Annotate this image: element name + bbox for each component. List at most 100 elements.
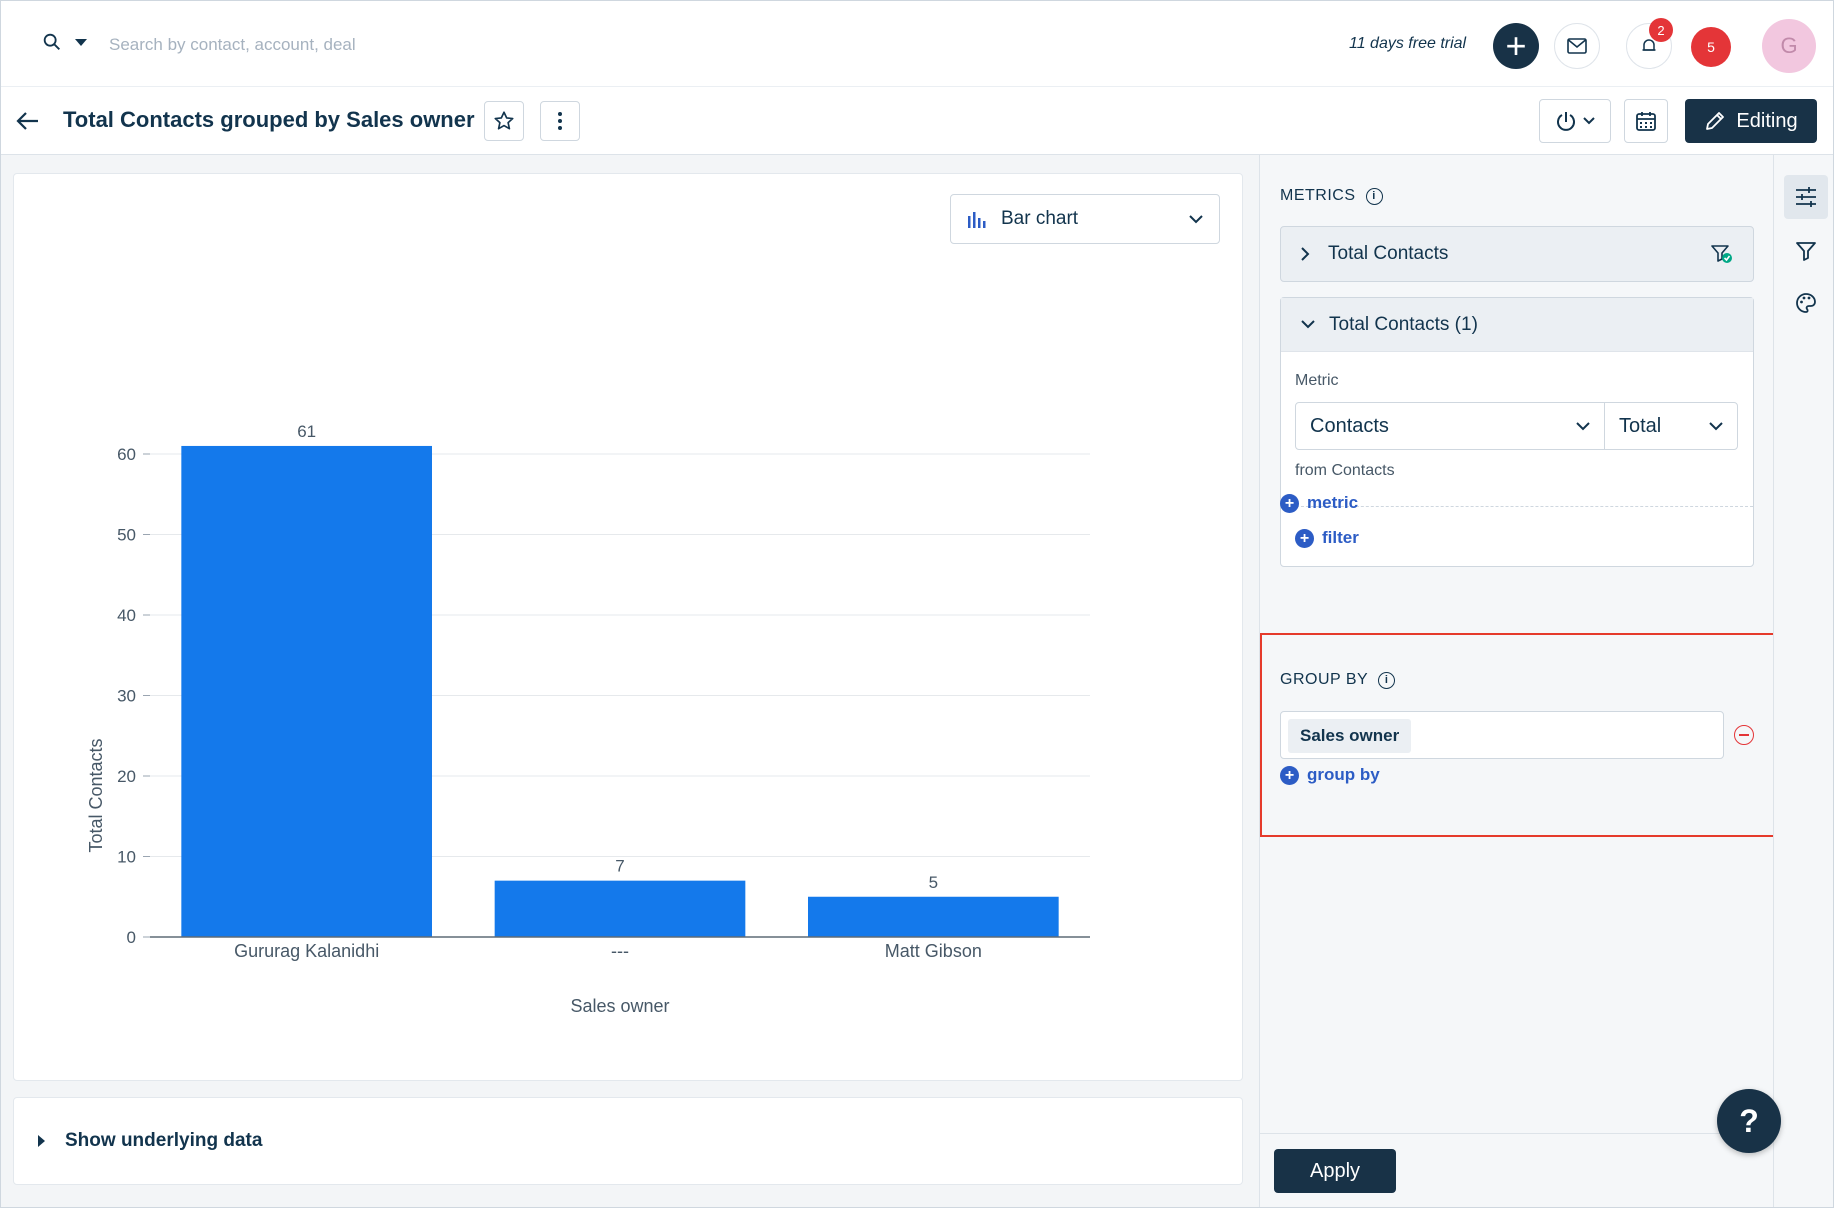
metric-card-header[interactable]: Total Contacts (1) <box>1281 298 1753 352</box>
bar <box>808 896 1059 937</box>
from-source-label: from Contacts <box>1295 462 1395 479</box>
top-bar: 11 days free trial + 2 5 G <box>1 1 1833 87</box>
chart-card: Bar chart 0 10 20 30 40 50 60 61 Gururag Kalanid… <box>13 173 1243 1081</box>
metric-object-select[interactable]: Contacts <box>1295 402 1605 450</box>
export-icon <box>1557 112 1575 131</box>
add-filter-link[interactable]: + filter <box>1295 528 1359 548</box>
pencil-icon <box>1706 112 1725 130</box>
plus-circle-icon: + <box>1280 765 1299 785</box>
metrics-section-label: METRICS i <box>1280 187 1383 205</box>
editing-label: Editing <box>1736 109 1798 132</box>
bar-chart-icon <box>968 212 986 228</box>
bell-icon <box>1642 39 1656 51</box>
metric-expanded-title: Total Contacts (1) <box>1329 313 1478 335</box>
date-range-button[interactable] <box>1624 99 1668 143</box>
search-icon[interactable] <box>41 31 63 53</box>
y-tick-label: 10 <box>117 848 136 867</box>
mail-icon <box>1567 38 1587 54</box>
editing-button[interactable]: Editing <box>1685 99 1817 143</box>
right-rail <box>1773 155 1833 1207</box>
info-icon[interactable]: i <box>1378 671 1396 689</box>
underlying-data-toggle[interactable]: Show underlying data <box>13 1097 1243 1185</box>
x-tick-label: Gururag Kalanidhi <box>234 941 379 961</box>
star-icon <box>494 111 514 130</box>
x-axis-title: Sales owner <box>570 996 669 1016</box>
filter-applied-icon <box>1711 245 1732 263</box>
metric-aggregation-value: Total <box>1619 414 1662 437</box>
metrics-heading: METRICS <box>1280 187 1356 204</box>
settings-tab[interactable] <box>1784 175 1828 219</box>
sliders-icon <box>1796 187 1816 207</box>
appearance-tab[interactable] <box>1784 281 1828 325</box>
add-button[interactable]: + <box>1493 23 1539 69</box>
trial-text: 11 days free trial <box>1349 35 1467 52</box>
palette-icon <box>1796 293 1816 313</box>
x-tick-label: --- <box>611 941 629 961</box>
chevron-down-icon <box>1301 320 1315 329</box>
data-label: 5 <box>929 873 938 892</box>
y-tick-label: 20 <box>117 767 136 786</box>
favorite-button[interactable] <box>484 101 524 141</box>
notifications-button[interactable]: 5 <box>1691 27 1731 67</box>
metric-aggregation-select[interactable]: Total <box>1604 402 1738 450</box>
kebab-icon <box>558 112 562 130</box>
search-scope-caret-icon[interactable] <box>75 38 87 46</box>
add-metric-label: metric <box>1307 493 1359 512</box>
info-icon[interactable]: i <box>1365 187 1383 205</box>
metric-field-label: Metric <box>1295 372 1339 389</box>
add-filter-label: filter <box>1322 528 1359 547</box>
report-settings-panel: METRICS i Total Contacts Total Contacts … <box>1259 155 1782 1207</box>
y-tick-label: 60 <box>117 445 136 464</box>
y-tick-label: 40 <box>117 606 136 625</box>
filter-tab[interactable] <box>1784 229 1828 273</box>
bar <box>181 445 432 937</box>
x-tick-label: Matt Gibson <box>885 941 982 961</box>
divider <box>1281 506 1753 507</box>
groupby-field[interactable]: Sales owner <box>1280 711 1724 759</box>
bar-chart: 0 10 20 30 40 50 60 61 Gururag Kalanidhi 7 --- 5 Mat… <box>86 422 1090 1016</box>
activity-badge: 2 <box>1649 18 1673 42</box>
groupby-heading: GROUP BY <box>1280 671 1369 688</box>
data-label: 7 <box>615 857 624 876</box>
activity-button[interactable]: 2 <box>1626 18 1673 69</box>
data-label: 61 <box>297 422 316 441</box>
notification-count: 5 <box>1707 39 1715 55</box>
help-button[interactable]: ? <box>1717 1089 1781 1153</box>
metric-object-value: Contacts <box>1310 414 1389 437</box>
add-metric-link[interactable]: + metric <box>1280 493 1358 513</box>
chevron-right-icon <box>1301 247 1310 261</box>
y-tick-label: 30 <box>117 687 136 706</box>
groupby-section-label: GROUP BY i <box>1280 671 1396 689</box>
chart-type-select[interactable]: Bar chart <box>950 194 1220 244</box>
plus-circle-icon: + <box>1295 528 1314 548</box>
add-groupby-link[interactable]: + group by <box>1280 765 1380 785</box>
page-title: Total Contacts grouped by Sales owner <box>63 107 475 132</box>
plus-icon: + <box>1505 25 1527 66</box>
avatar[interactable]: G <box>1762 19 1816 73</box>
funnel-icon <box>1796 242 1816 261</box>
back-arrow-icon[interactable] <box>15 109 41 138</box>
chart-type-label: Bar chart <box>1001 208 1079 229</box>
y-tick-label: 0 <box>127 928 136 947</box>
add-groupby-label: group by <box>1307 765 1380 784</box>
y-axis-title: Total Contacts <box>86 738 106 852</box>
caret-right-icon <box>38 1135 45 1147</box>
underlying-data-label: Show underlying data <box>65 1130 263 1151</box>
search-input[interactable] <box>109 31 509 59</box>
metric-title: Total Contacts <box>1328 243 1449 264</box>
chevron-down-icon <box>1189 214 1203 223</box>
remove-groupby-icon[interactable] <box>1734 725 1754 745</box>
metric-card-expanded: Total Contacts (1) Metric Contacts Total… <box>1280 297 1754 567</box>
plus-circle-icon: + <box>1280 493 1299 513</box>
more-options-button[interactable] <box>540 101 580 141</box>
export-button[interactable] <box>1539 99 1611 143</box>
groupby-chip: Sales owner <box>1288 719 1412 753</box>
y-tick-label: 50 <box>117 526 136 545</box>
metric-card-total-contacts[interactable]: Total Contacts <box>1280 226 1754 282</box>
chevron-down-icon <box>1709 421 1723 430</box>
mail-button[interactable] <box>1554 23 1600 69</box>
search-scope[interactable] <box>41 31 87 53</box>
apply-button[interactable]: Apply <box>1274 1149 1396 1193</box>
calendar-icon <box>1636 112 1656 131</box>
